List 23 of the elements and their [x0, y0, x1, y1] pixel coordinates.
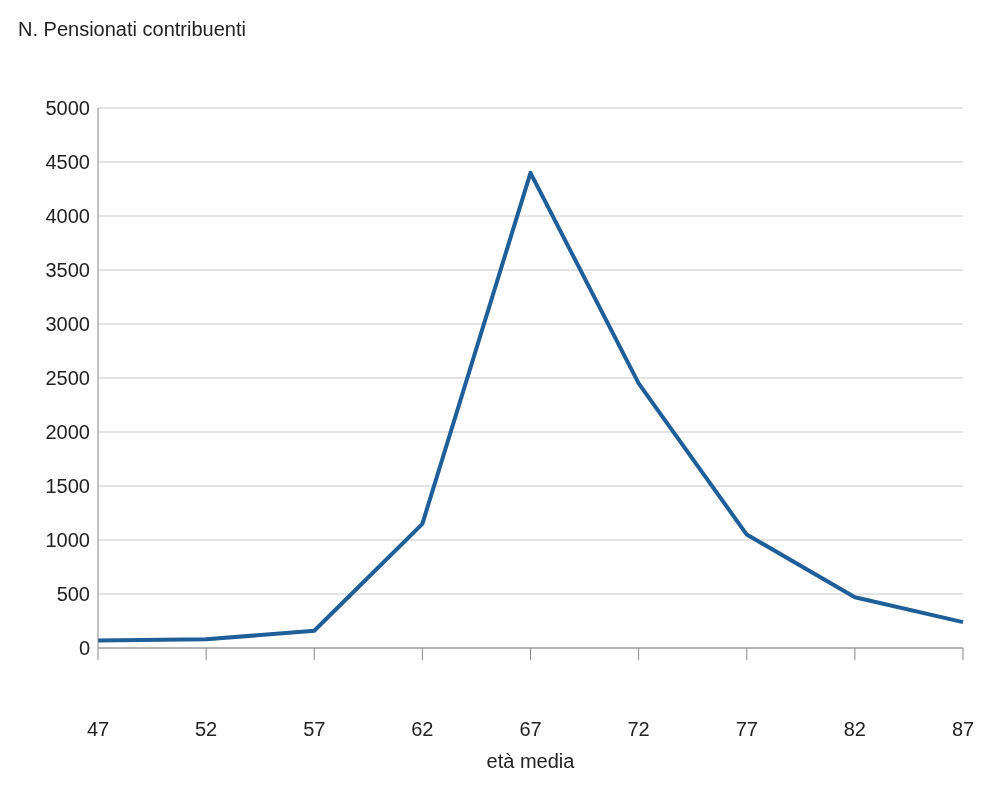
y-tick-label: 1500 [45, 475, 90, 498]
line-series [96, 170, 965, 643]
x-tick-label: 57 [303, 718, 326, 741]
x-tick-label: 77 [735, 718, 758, 741]
y-tick-label: 2000 [45, 421, 90, 444]
y-tick-label: 2500 [45, 367, 90, 390]
y-tick-label: 0 [78, 637, 90, 660]
x-tick-label: 62 [411, 718, 434, 741]
x-tick-label: 52 [195, 718, 218, 741]
x-tick-label: 47 [86, 718, 110, 741]
x-tick-label: 72 [627, 718, 650, 741]
y-tick-label: 500 [56, 583, 90, 606]
y-tick-label: 3500 [45, 259, 90, 282]
chart-title: N. Pensionati contribuenti [17, 17, 247, 42]
x-tick-label: 82 [843, 718, 866, 741]
y-tick-label: 5000 [45, 97, 90, 120]
x-axis-title: età media [486, 750, 576, 772]
y-tick-label: 1000 [45, 529, 90, 552]
y-tick-label: 4000 [45, 205, 90, 228]
x-tick-label: 67 [519, 718, 542, 741]
x-tick-label: 87 [951, 718, 975, 741]
y-tick-label: 3000 [45, 313, 90, 336]
y-tick-label: 4500 [45, 151, 90, 174]
